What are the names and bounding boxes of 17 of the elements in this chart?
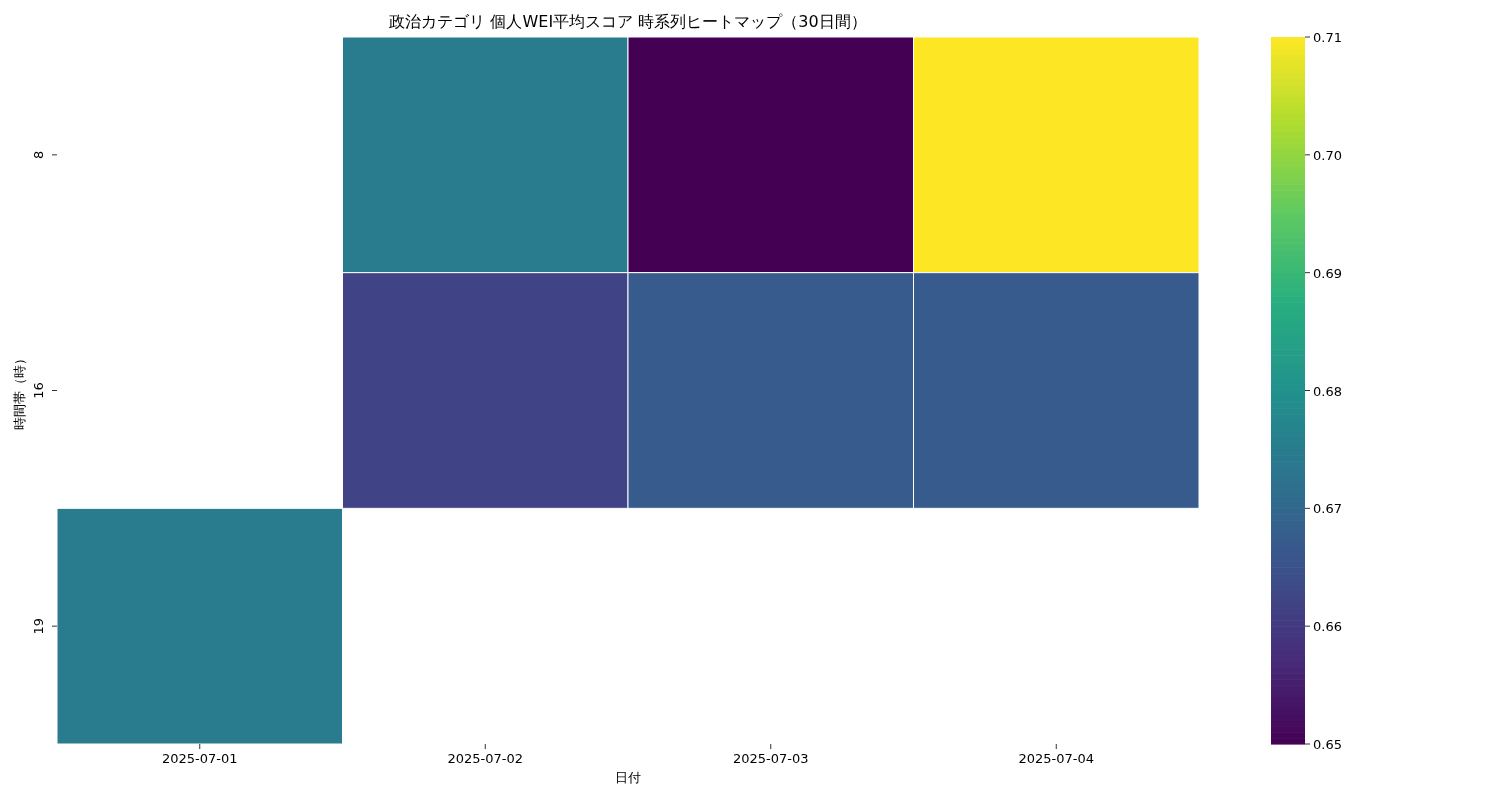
y-tick-label: 19 xyxy=(31,617,46,635)
x-tick-label: 2025-07-02 xyxy=(447,751,524,766)
y-axis-title: 時間帯（時） xyxy=(12,351,27,430)
x-tick-label: 2025-07-04 xyxy=(1018,751,1095,766)
color-bar-label: 0.67 xyxy=(1313,501,1342,517)
x-tick-label: 2025-07-01 xyxy=(161,751,238,766)
chart-title: 政治カテゴリ 個人WEI平均スコア 時系列ヒートマップ（30日間） xyxy=(389,12,867,31)
y-tick-label: 8 xyxy=(31,150,46,159)
color-bar-label: 0.65 xyxy=(1313,737,1342,752)
x-axis-title: 日付 xyxy=(615,770,641,785)
color-bar-label: 0.71 xyxy=(1313,30,1342,45)
color-bar-label: 0.69 xyxy=(1313,265,1342,281)
y-tick-label: 16 xyxy=(31,382,46,399)
x-tick-label: 2025-07-03 xyxy=(732,751,809,766)
color-bar-label: 0.70 xyxy=(1313,147,1342,163)
color-bar-label: 0.68 xyxy=(1313,383,1342,399)
color-bar-label: 0.66 xyxy=(1313,619,1342,635)
